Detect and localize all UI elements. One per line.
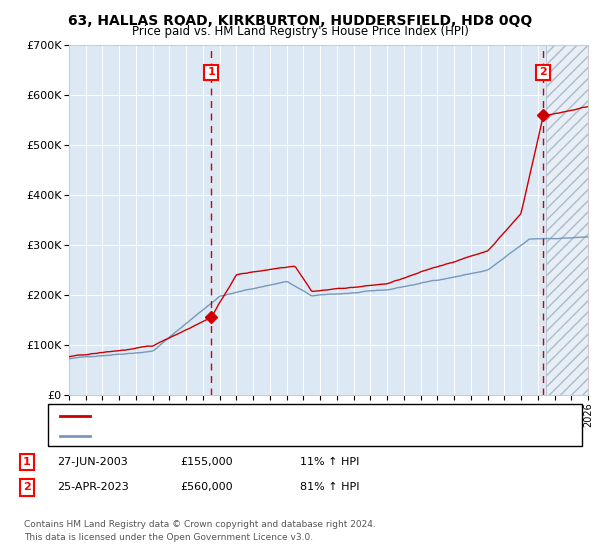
Text: 25-APR-2023: 25-APR-2023 bbox=[57, 482, 129, 492]
Text: Price paid vs. HM Land Registry's House Price Index (HPI): Price paid vs. HM Land Registry's House … bbox=[131, 25, 469, 38]
Text: 1: 1 bbox=[207, 67, 215, 77]
Text: 63, HALLAS ROAD, KIRKBURTON, HUDDERSFIELD, HD8 0QQ: 63, HALLAS ROAD, KIRKBURTON, HUDDERSFIEL… bbox=[68, 14, 532, 28]
Text: 63, HALLAS ROAD, KIRKBURTON, HUDDERSFIELD, HD8 0QQ (detached house): 63, HALLAS ROAD, KIRKBURTON, HUDDERSFIEL… bbox=[96, 411, 501, 421]
Text: 81% ↑ HPI: 81% ↑ HPI bbox=[300, 482, 359, 492]
Text: 27-JUN-2003: 27-JUN-2003 bbox=[57, 457, 128, 467]
Text: 11% ↑ HPI: 11% ↑ HPI bbox=[300, 457, 359, 467]
Text: 2: 2 bbox=[23, 482, 31, 492]
Text: £155,000: £155,000 bbox=[180, 457, 233, 467]
Text: £560,000: £560,000 bbox=[180, 482, 233, 492]
Text: This data is licensed under the Open Government Licence v3.0.: This data is licensed under the Open Gov… bbox=[24, 533, 313, 542]
Text: Contains HM Land Registry data © Crown copyright and database right 2024.: Contains HM Land Registry data © Crown c… bbox=[24, 520, 376, 529]
Text: HPI: Average price, detached house, Kirklees: HPI: Average price, detached house, Kirk… bbox=[96, 431, 331, 441]
Text: 2: 2 bbox=[539, 67, 547, 77]
Text: 1: 1 bbox=[23, 457, 31, 467]
